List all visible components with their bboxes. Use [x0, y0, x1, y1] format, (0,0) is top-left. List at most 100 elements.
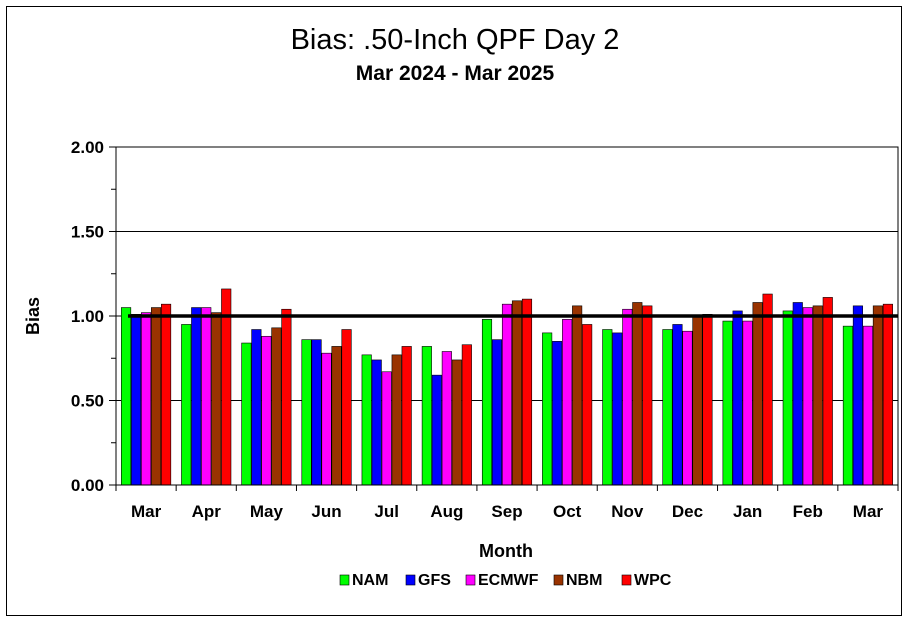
bar-gfs-apr	[191, 307, 202, 486]
bar-nbm-feb	[812, 305, 823, 486]
bar-nbm-dec	[692, 315, 703, 486]
bar-nbm-oct	[572, 305, 583, 486]
y-axis-label: Bias	[23, 297, 43, 335]
x-tick-label: Dec	[672, 502, 703, 521]
bar-nbm-may	[271, 327, 282, 486]
bar-gfs-oct	[552, 341, 563, 486]
legend-swatch-wpc	[621, 574, 632, 586]
bar-gfs-sep	[491, 339, 503, 486]
chart-title: Bias: .50-Inch QPF Day 2	[291, 24, 620, 56]
bar-gfs-jul	[371, 359, 382, 486]
bar-wpc-may	[281, 308, 292, 486]
bar-nbm-jun	[331, 346, 342, 486]
legend-swatch-gfs	[405, 574, 416, 586]
bar-nam-may	[241, 342, 252, 486]
bar-nam-apr	[181, 324, 192, 486]
plot-area: 0.00 0.50 1.00 1.50 2.00 Mar Apr May Jun Jul Aug Se…	[71, 138, 899, 521]
bar-nbm-nov	[632, 302, 643, 486]
y-tick-label: 1.50	[71, 223, 104, 242]
bar-nam-dec	[662, 329, 673, 486]
bar-ecmwf-aug	[441, 351, 452, 486]
bar-ecmwf-mar	[862, 325, 873, 486]
x-tick-label: Feb	[793, 502, 823, 521]
bar-nam-nov	[602, 329, 613, 486]
legend-label-wpc: WPC	[634, 572, 672, 589]
bar-gfs-may	[251, 329, 262, 486]
x-tick-label: Jul	[374, 502, 399, 521]
bar-gfs-feb	[792, 302, 803, 486]
legend-swatch-nbm	[553, 574, 564, 586]
legend-label-ecmwf: ECMWF	[478, 572, 539, 589]
bar-gfs-aug	[431, 374, 442, 486]
bar-ecmwf-feb	[802, 307, 813, 486]
bar-gfs-jan	[732, 310, 743, 486]
x-tick-label: Mar	[853, 502, 884, 521]
bar-nbm-aug	[451, 359, 462, 486]
bar-ecmwf-sep	[501, 303, 513, 486]
x-axis-label: Month	[479, 541, 533, 561]
bar-wpc-aug	[461, 344, 472, 486]
bar-nam-sep	[481, 319, 493, 486]
x-tick-label: Nov	[611, 502, 644, 521]
bar-ecmwf-jun	[321, 352, 332, 486]
x-tick-label: Oct	[553, 502, 582, 521]
bar-nam-jan	[722, 320, 733, 486]
bar-wpc-mar	[161, 303, 172, 486]
bar-ecmwf-nov	[622, 308, 633, 486]
bar-ecmwf-jul	[381, 371, 392, 486]
bar-gfs-jun	[311, 339, 322, 486]
bar-wpc-sep	[521, 298, 533, 486]
bar-gfs-nov	[612, 332, 623, 486]
x-tick-label: Aug	[430, 502, 463, 521]
bar-wpc-dec	[702, 314, 713, 486]
x-tick-label: Mar	[131, 502, 162, 521]
y-tick-label: 0.50	[71, 392, 104, 411]
bar-gfs-dec	[672, 324, 683, 486]
y-tick-label: 2.00	[71, 138, 104, 157]
bar-nbm-sep	[511, 300, 523, 486]
x-tick-label: Sep	[491, 502, 522, 521]
bar-ecmwf-jan	[742, 320, 753, 486]
bar-ecmwf-apr	[201, 307, 212, 486]
bar-wpc-apr	[221, 288, 232, 486]
bar-nbm-jan	[752, 302, 763, 486]
bar-nbm-jul	[391, 354, 402, 486]
bar-wpc-mar	[882, 303, 893, 486]
legend-label-nbm: NBM	[566, 572, 602, 589]
bar-wpc-oct	[582, 324, 593, 486]
bar-nbm-mar	[151, 307, 162, 486]
legend-swatch-nam	[339, 574, 350, 586]
legend-label-nam: NAM	[352, 572, 388, 589]
bar-nam-oct	[542, 332, 553, 486]
bar-nam-jul	[361, 354, 372, 486]
x-tick-label: Apr	[192, 502, 222, 521]
y-tick-label: 0.00	[71, 476, 104, 495]
bar-gfs-mar	[852, 305, 863, 486]
bar-ecmwf-oct	[562, 319, 573, 486]
bar-nam-mar	[842, 325, 853, 486]
bar-nam-jun	[301, 339, 312, 486]
bar-ecmwf-mar	[141, 312, 152, 486]
legend-label-gfs: GFS	[418, 572, 451, 589]
x-tick-label: Jan	[733, 502, 762, 521]
bar-nam-feb	[782, 310, 793, 486]
legend-swatch-ecmwf	[465, 574, 476, 586]
y-tick-label: 1.00	[71, 307, 104, 326]
bar-wpc-nov	[642, 305, 653, 486]
bar-nbm-mar	[872, 305, 883, 486]
bar-wpc-feb	[822, 297, 833, 486]
bar-wpc-jul	[401, 346, 412, 486]
bar-wpc-jun	[341, 329, 352, 486]
bar-nam-mar	[121, 307, 132, 486]
bar-gfs-mar	[131, 314, 142, 486]
bar-nbm-apr	[211, 312, 222, 486]
bar-nam-aug	[421, 346, 432, 486]
bar-wpc-jan	[762, 293, 773, 486]
legend: NAM GFS ECMWF NBM WPC	[339, 572, 672, 589]
bar-ecmwf-may	[261, 335, 272, 486]
bar-ecmwf-dec	[682, 330, 693, 486]
chart-subtitle: Mar 2024 - Mar 2025	[356, 62, 555, 85]
x-tick-label: May	[250, 502, 284, 521]
x-tick-label: Jun	[311, 502, 341, 521]
